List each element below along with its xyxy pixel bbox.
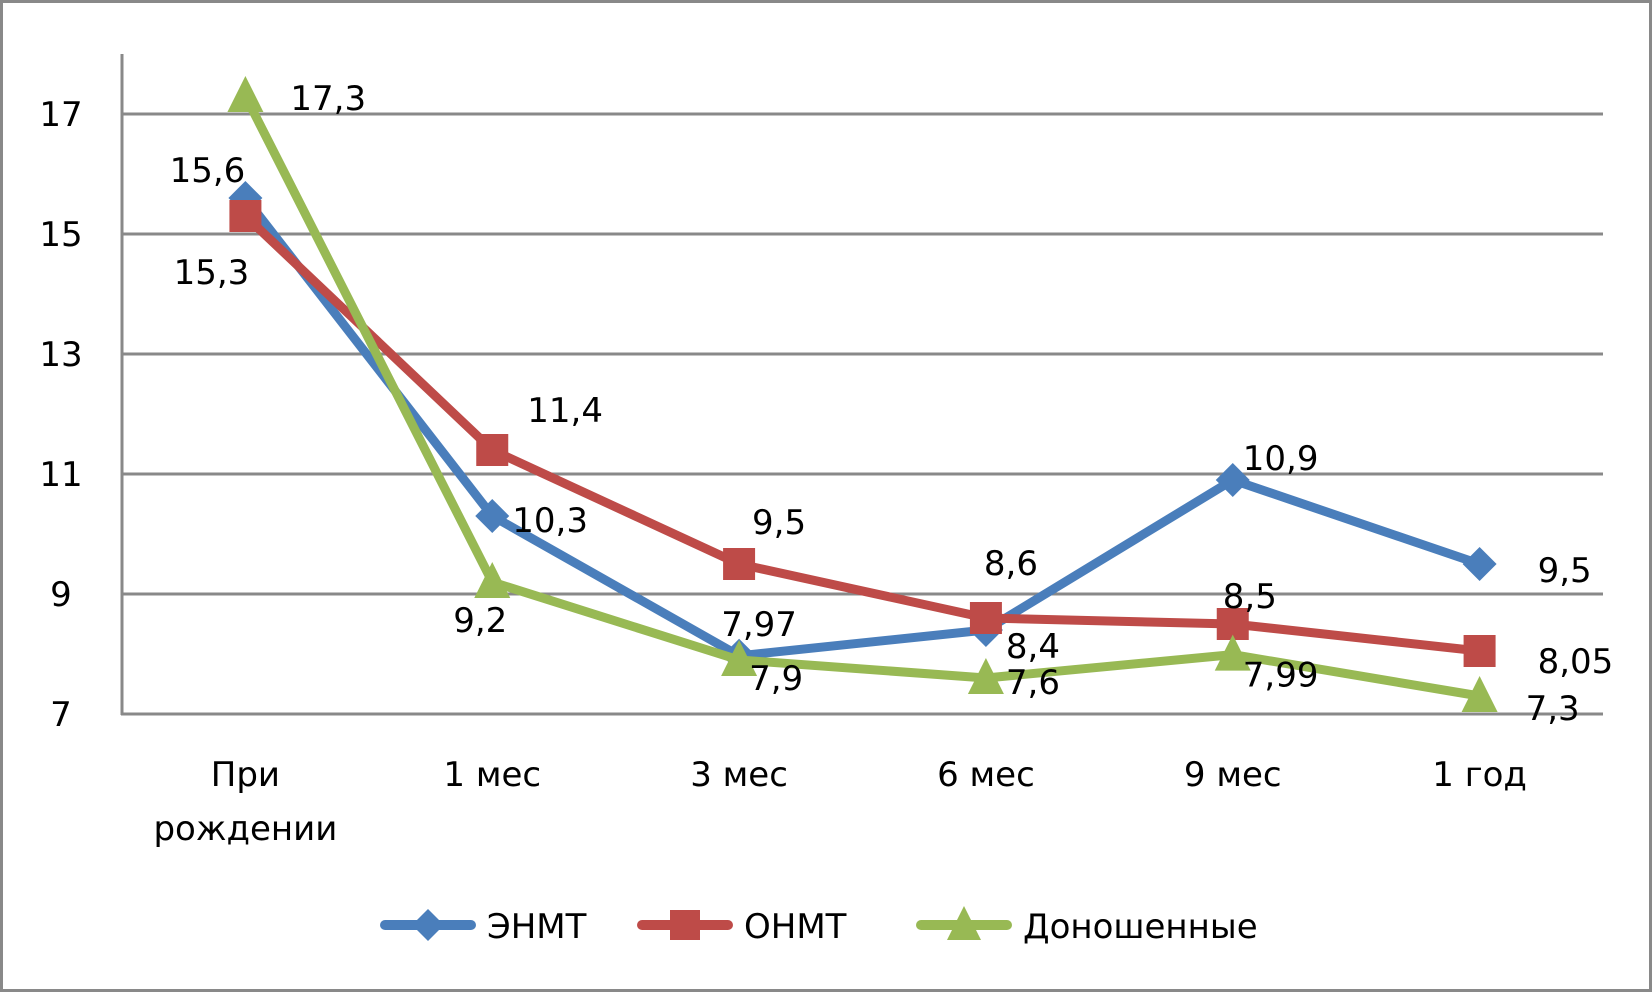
y-tick-label: 9 — [50, 575, 72, 615]
x-category-label: 1 год — [1432, 755, 1527, 795]
series-line — [240, 193, 1485, 661]
square-marker-icon — [670, 910, 700, 940]
x-category-label: 3 мес — [690, 755, 788, 795]
gridlines — [122, 112, 1603, 596]
y-tick-label: 13 — [39, 335, 82, 375]
x-category-label: При — [211, 755, 280, 795]
data-label: 7,9 — [749, 659, 803, 699]
y-tick-label: 7 — [50, 695, 72, 735]
data-label: 17,3 — [290, 79, 366, 119]
data-label: 7,97 — [721, 605, 797, 645]
x-category-label: 6 мес — [937, 755, 1035, 795]
legend-label: ОНМТ — [744, 907, 847, 947]
series-2 — [227, 76, 1498, 712]
legend-label: ЭНМТ — [487, 907, 587, 947]
diamond-marker-icon — [1462, 547, 1497, 581]
series-layer — [227, 76, 1498, 712]
data-label: 15,3 — [174, 253, 250, 293]
data-label: 7,3 — [1526, 689, 1580, 729]
x-axis-categories: При рождении 1 мес 3 мес 6 мес 9 мес 1 год — [153, 755, 1526, 849]
triangle-marker-icon — [474, 562, 511, 598]
y-tick-label: 17 — [39, 95, 82, 135]
series-0 — [228, 181, 1497, 673]
x-category-label: 9 мес — [1184, 755, 1282, 795]
square-marker-icon — [229, 200, 262, 232]
diamond-marker-icon — [412, 909, 444, 941]
series-line — [240, 211, 1485, 656]
x-category-label: рождении — [153, 809, 337, 849]
triangle-marker-icon — [947, 906, 981, 940]
series-line — [240, 91, 1485, 701]
triangle-marker-icon — [227, 76, 264, 112]
square-marker-icon — [969, 602, 1002, 634]
diamond-marker-icon — [475, 499, 510, 533]
triangle-marker-icon — [967, 658, 1004, 694]
data-label: 8,4 — [1006, 627, 1060, 667]
line-chart: 7 9 11 13 15 17 При рождении 1 мес 3 мес 6 мес 9 м… — [39, 54, 1614, 947]
diamond-marker-icon — [1215, 463, 1250, 497]
square-marker-icon — [1463, 635, 1496, 667]
data-label: 7,99 — [1243, 656, 1319, 696]
data-label: 10,3 — [512, 501, 588, 541]
y-tick-label: 15 — [39, 215, 82, 255]
series-1 — [229, 200, 1496, 667]
data-labels: 15,6 10,3 7,97 8,4 10,9 9,5 15,3 11,4 9,5 8,6 8,5 8… — [170, 79, 1614, 729]
legend-item-1[interactable]: ОНМТ — [637, 907, 847, 947]
data-label: 11,4 — [527, 391, 603, 431]
data-label: 8,5 — [1223, 577, 1277, 617]
data-label: 15,6 — [170, 151, 246, 191]
axes — [120, 54, 1603, 716]
triangle-marker-icon — [721, 640, 758, 676]
data-label: 10,9 — [1243, 439, 1319, 479]
legend-item-0[interactable]: ЭНМТ — [380, 907, 587, 947]
legend-label: Доношенные — [1023, 907, 1258, 947]
data-label: 7,6 — [1006, 663, 1060, 703]
triangle-marker-icon — [1214, 634, 1251, 671]
data-label: 9,5 — [1538, 551, 1592, 591]
square-marker-icon — [723, 548, 756, 580]
triangle-marker-icon — [1461, 676, 1498, 712]
data-label: 8,6 — [984, 544, 1038, 584]
data-label: 9,2 — [453, 601, 507, 641]
legend: ЭНМТ ОНМТ Доношенные — [380, 906, 1258, 947]
data-label: 8,05 — [1538, 642, 1614, 682]
square-marker-icon — [476, 434, 509, 466]
y-tick-label: 11 — [39, 455, 82, 495]
data-label: 9,5 — [752, 503, 806, 543]
x-category-label: 1 мес — [443, 755, 541, 795]
legend-item-2[interactable]: Доношенные — [916, 906, 1258, 947]
y-axis-ticks: 7 9 11 13 15 17 — [39, 95, 82, 735]
